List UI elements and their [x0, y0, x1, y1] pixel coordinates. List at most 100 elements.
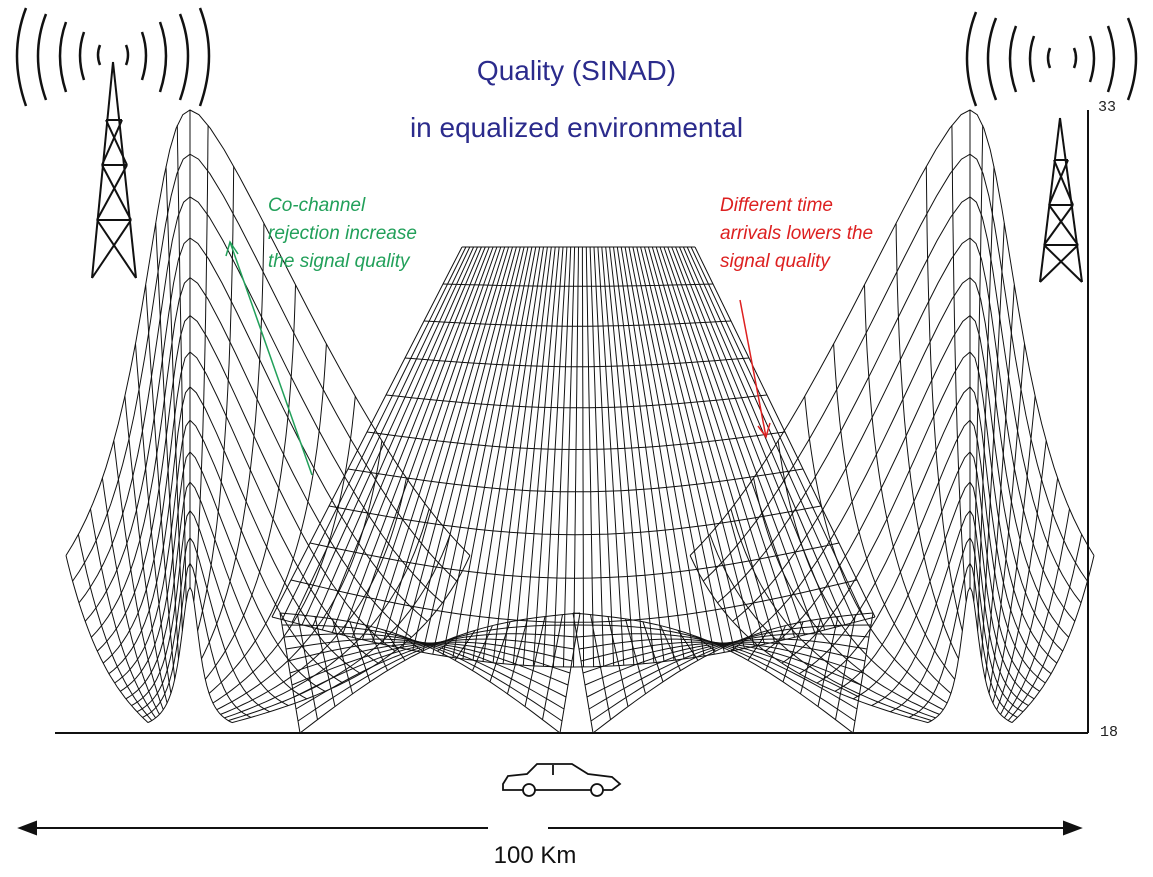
- center-panel-v: [328, 505, 822, 536]
- left-peak-u: [90, 508, 157, 719]
- right-peak-v: [852, 481, 1035, 700]
- center-panel-u: [321, 246, 482, 631]
- left-antenna-tower-icon: [91, 61, 137, 279]
- center-panel-u: [628, 246, 705, 656]
- right-antenna-tower-icon: [1039, 117, 1083, 283]
- left-peak-v: [114, 419, 344, 684]
- right-fan-v: [588, 633, 870, 710]
- right-peak-u: [1000, 478, 1059, 715]
- right-peak-v: [816, 419, 1046, 684]
- right-peak-u: [895, 223, 959, 660]
- left-peak-u: [165, 166, 183, 631]
- right-peak-u: [951, 125, 967, 602]
- right-peak-u: [1003, 508, 1070, 719]
- left-fan-v: [279, 612, 561, 734]
- right-peak-v: [871, 509, 1029, 707]
- center-panel-u: [640, 246, 735, 651]
- center-panel-u: [502, 246, 552, 664]
- right-peak-v: [927, 585, 1013, 724]
- center-panel-u: [331, 246, 486, 633]
- center-panel-u: [601, 246, 635, 665]
- left-peak-u: [212, 396, 356, 704]
- left-peak-v: [78, 196, 443, 604]
- left-peak-v: [108, 386, 361, 675]
- right-peak-v: [689, 109, 1095, 556]
- quality-decrease-arrow: [739, 299, 771, 439]
- right-peak-v: [908, 562, 1018, 718]
- right-peak-v: [702, 153, 1088, 582]
- left-peak-v: [65, 109, 471, 556]
- right-fan-v: [592, 612, 874, 734]
- center-panel-v: [290, 579, 858, 623]
- left-peak-v: [125, 481, 308, 700]
- center-panel-u: [472, 246, 541, 661]
- center-panel-v: [347, 468, 804, 493]
- left-peak-v: [72, 153, 458, 582]
- right-peak-v: [890, 536, 1024, 713]
- center-panel-v: [423, 320, 732, 327]
- distance-double-arrow-icon: [17, 820, 1083, 836]
- right-peak-u: [992, 396, 1036, 704]
- left-fan-v: [285, 638, 567, 698]
- right-peak-u: [804, 396, 948, 704]
- scale-top-label: 33: [1098, 99, 1117, 116]
- right-peak-v: [834, 451, 1040, 692]
- right-radio-waves-icon: [965, 11, 1138, 107]
- left-peak-u: [208, 343, 327, 694]
- left-radio-waves-icon: [15, 7, 211, 107]
- quality-increase-arrow: [225, 240, 313, 476]
- left-peak-u: [65, 555, 149, 723]
- right-peak-u: [925, 166, 963, 632]
- center-panel-v: [404, 357, 750, 368]
- left-peak-u: [193, 125, 209, 602]
- right-peak-u: [833, 343, 952, 694]
- center-panel-u: [492, 246, 548, 663]
- center-panel-u: [482, 246, 544, 662]
- scale-bottom-label: 18: [1100, 724, 1119, 741]
- diagram-title-line2: in equalized environmental: [409, 112, 744, 143]
- car-icon: [502, 763, 622, 797]
- center-panel-u: [552, 246, 572, 667]
- distance-label: 100 Km: [493, 842, 577, 869]
- left-peak-v: [90, 276, 412, 638]
- right-fan-v: [574, 624, 856, 722]
- center-panel-u: [563, 246, 576, 667]
- left-peak-v: [147, 585, 233, 724]
- left-fan-v: [281, 624, 563, 722]
- left-peak-u: [197, 166, 235, 632]
- left-peak-v: [131, 509, 289, 707]
- center-panel-u: [542, 246, 568, 667]
- center-panel-u: [659, 246, 785, 640]
- right-peak-v: [748, 276, 1070, 638]
- center-panel-v: [271, 616, 876, 668]
- left-fan-v: [283, 633, 565, 710]
- left-peak-v: [96, 314, 396, 652]
- diagram-title-line1: Quality (SINAD): [476, 55, 677, 86]
- center-panel-u: [581, 247, 584, 667]
- left-peak-u: [201, 223, 265, 660]
- left-peak-v: [120, 451, 326, 692]
- left-peak-u: [228, 534, 451, 722]
- center-panel-v: [385, 394, 768, 409]
- center-panel-u: [301, 246, 475, 626]
- left-peak-u: [124, 396, 168, 704]
- right-peak-v: [799, 386, 1052, 675]
- center-panel-u: [573, 246, 579, 668]
- right-peak-v: [781, 351, 1058, 664]
- right-peak-u: [864, 284, 956, 680]
- center-panel-v: [442, 283, 714, 287]
- right-fan-v: [586, 638, 868, 698]
- left-peak-v: [84, 237, 428, 622]
- left-peak-u: [231, 555, 471, 724]
- right-fan-v: [590, 624, 872, 722]
- center-panel-u: [609, 246, 655, 663]
- center-panel-u: [632, 246, 715, 655]
- co-channel-note: Co-channel rejection increase the signal…: [268, 195, 417, 272]
- right-peak-v: [732, 237, 1076, 622]
- right-peak-v: [764, 314, 1064, 652]
- center-panel-u: [624, 246, 695, 658]
- center-panel-v: [309, 542, 840, 579]
- left-peak-u: [204, 284, 296, 680]
